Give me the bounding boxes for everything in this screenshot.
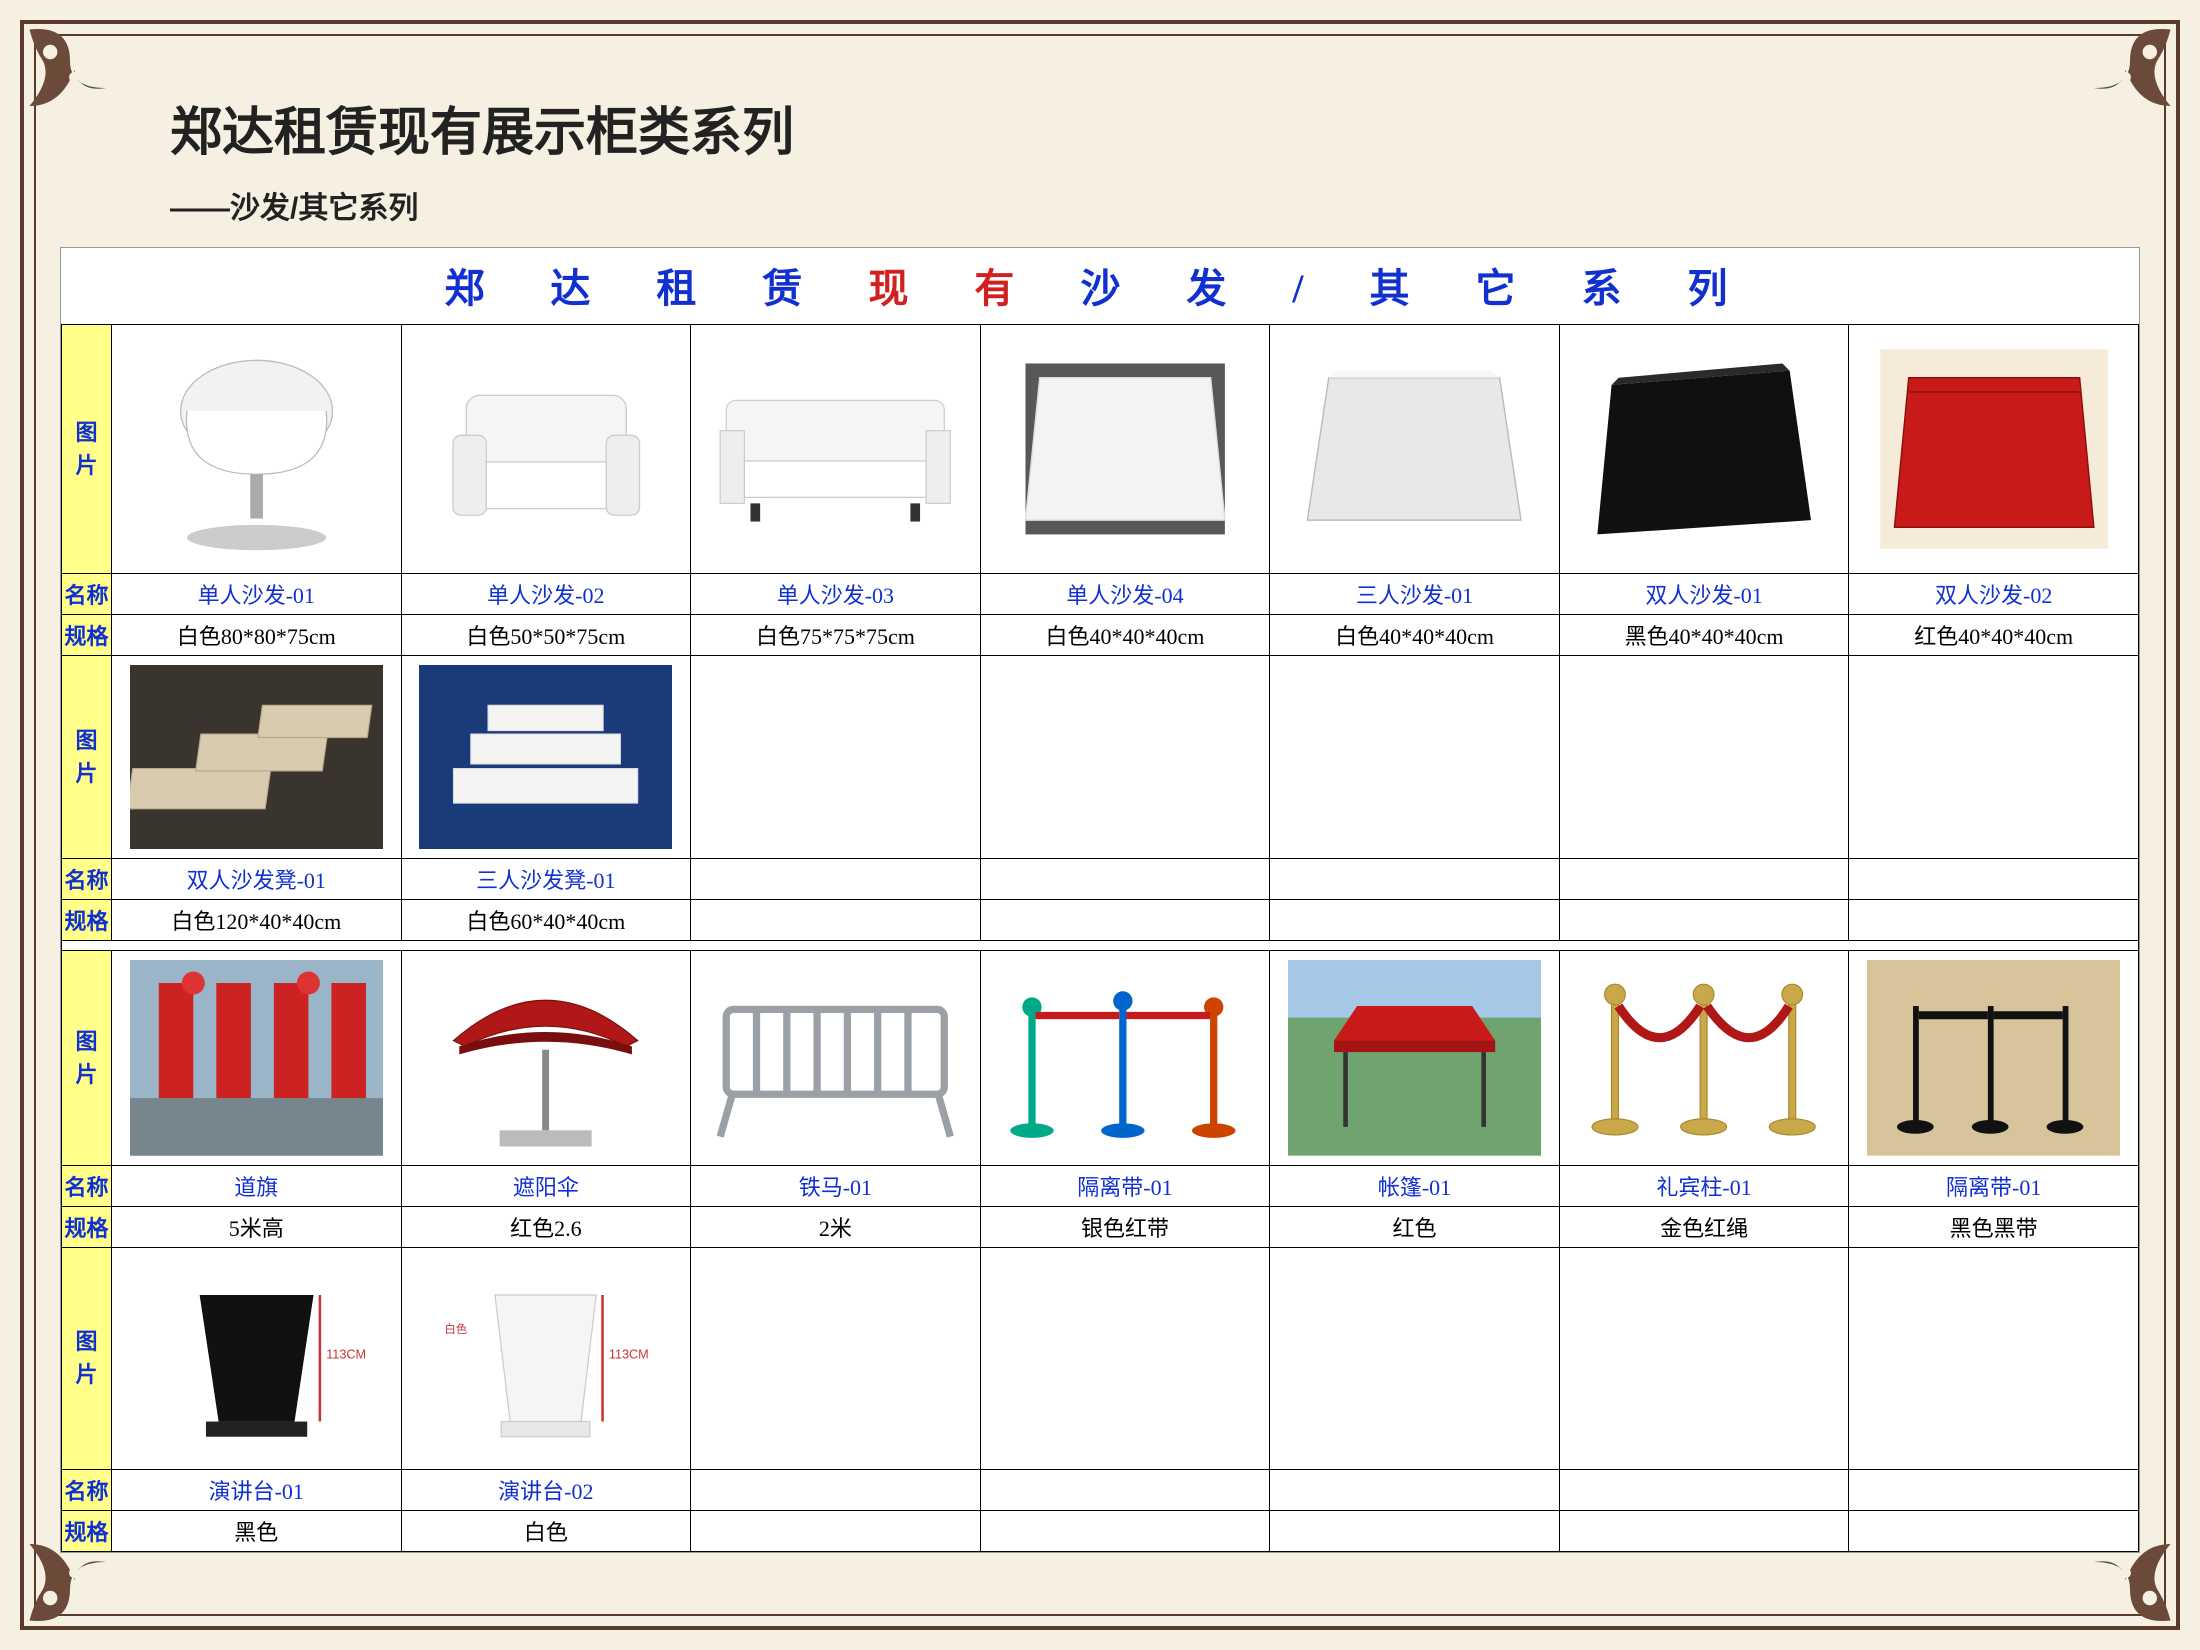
row-label-image: 图片: [62, 655, 112, 858]
page-title: 郑达租赁现有展示柜类系列: [170, 90, 2140, 165]
product-name: 遮阳伞: [401, 1165, 691, 1206]
product-name: 单人沙发-04: [980, 573, 1270, 614]
product-spec: 金色红绳: [1559, 1206, 1849, 1247]
product-name: 单人沙发-02: [401, 573, 691, 614]
product-spec: 白色60*40*40cm: [401, 899, 691, 940]
product-image: [1853, 955, 2134, 1161]
product-name: 演讲台-02: [401, 1469, 691, 1510]
product-spec: 白色40*40*40cm: [980, 614, 1270, 655]
product-image: [116, 955, 397, 1161]
product-spec: 黑色40*40*40cm: [1559, 614, 1849, 655]
product-spec: 白色40*40*40cm: [1270, 614, 1560, 655]
product-spec: 红色2.6: [401, 1206, 691, 1247]
product-image: [1274, 955, 1555, 1161]
product-image: [406, 329, 687, 569]
product-image: [985, 955, 1266, 1161]
product-name: 帐篷-01: [1270, 1165, 1560, 1206]
banner-title: 郑 达 租 赁 现 有 沙 发 / 其 它 系 列: [61, 248, 2139, 324]
product-spec: 黑色黑带: [1849, 1206, 2139, 1247]
banner-part3: 沙 发 / 其 它 系 列: [1080, 266, 1755, 311]
svg-text:113CM: 113CM: [609, 1347, 649, 1361]
product-name: 双人沙发-02: [1849, 573, 2139, 614]
banner-part1: 郑 达 租 赁: [444, 266, 830, 311]
catalog-container: 郑 达 租 赁 现 有 沙 发 / 其 它 系 列 图片 名称: [60, 247, 2140, 1553]
row-label-spec: 规格: [62, 614, 112, 655]
product-spec: 白色80*80*75cm: [112, 614, 402, 655]
product-name: 单人沙发-01: [112, 573, 402, 614]
product-image: [1564, 955, 1845, 1161]
product-name: 隔离带-01: [1849, 1165, 2139, 1206]
catalog-table: 图片 名称 单人沙发-01 单人沙发-02 单人沙发-03 单人沙发-04 三人…: [61, 324, 2139, 1552]
product-image: [116, 329, 397, 569]
row-label-spec: 规格: [62, 1206, 112, 1247]
product-name: 铁马-01: [691, 1165, 981, 1206]
product-name: 三人沙发凳-01: [401, 858, 691, 899]
product-image: [1274, 329, 1555, 569]
product-spec: 白色: [401, 1510, 691, 1551]
product-image: 113CM: [116, 1252, 397, 1465]
product-image: [1564, 329, 1845, 569]
svg-text:白色: 白色: [445, 1322, 468, 1336]
product-spec: 红色40*40*40cm: [1849, 614, 2139, 655]
product-name: 双人沙发-01: [1559, 573, 1849, 614]
product-name: 单人沙发-03: [691, 573, 981, 614]
product-name: 三人沙发-01: [1270, 573, 1560, 614]
row-label-name: 名称: [62, 573, 112, 614]
product-image: [695, 955, 976, 1161]
product-image: 113CM 白色: [406, 1252, 687, 1465]
product-image: [985, 329, 1266, 569]
product-name: 演讲台-01: [112, 1469, 402, 1510]
row-label-spec: 规格: [62, 1510, 112, 1551]
product-image: [406, 955, 687, 1161]
svg-text:113CM: 113CM: [326, 1347, 366, 1361]
product-spec: 黑色: [112, 1510, 402, 1551]
product-image: [406, 660, 687, 854]
row-label-name: 名称: [62, 1165, 112, 1206]
page-subtitle: ——沙发/其它系列: [170, 183, 2140, 227]
product-image: [695, 329, 976, 569]
product-spec: 2米: [691, 1206, 981, 1247]
banner-part2: 现 有: [868, 266, 1042, 311]
product-spec: 银色红带: [980, 1206, 1270, 1247]
product-name: 礼宾柱-01: [1559, 1165, 1849, 1206]
row-label-image: 图片: [62, 325, 112, 574]
product-spec: 白色120*40*40cm: [112, 899, 402, 940]
product-image: [116, 660, 397, 854]
row-label-spec: 规格: [62, 899, 112, 940]
product-image: [1853, 329, 2134, 569]
product-name: 道旗: [112, 1165, 402, 1206]
product-spec: 白色75*75*75cm: [691, 614, 981, 655]
product-spec: 白色50*50*75cm: [401, 614, 691, 655]
product-spec: 5米高: [112, 1206, 402, 1247]
row-label-name: 名称: [62, 1469, 112, 1510]
product-spec: 红色: [1270, 1206, 1560, 1247]
row-label-image: 图片: [62, 1247, 112, 1469]
row-label-image: 图片: [62, 950, 112, 1165]
row-label-name: 名称: [62, 858, 112, 899]
product-name: 双人沙发凳-01: [112, 858, 402, 899]
product-name: 隔离带-01: [980, 1165, 1270, 1206]
